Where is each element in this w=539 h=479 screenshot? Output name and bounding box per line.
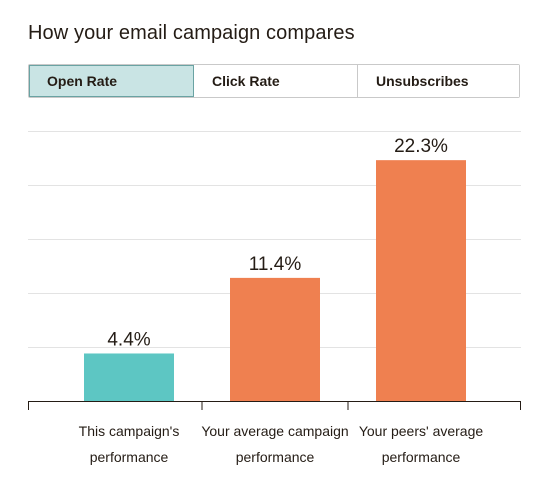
x-tick-label-your-average: Your average campaign performance [201,423,349,465]
x-axis [28,401,521,410]
bar-value-label-1: 11.4% [249,254,302,275]
x-tick-label-peers-average: Your peers' average performance [358,423,484,465]
bar-1[interactable] [230,277,320,401]
chart-title: How your email campaign compares [28,22,355,44]
bar-0[interactable] [84,353,174,401]
bars: 4.4% 11.4% 22.3% [84,136,466,401]
bar-value-label-0: 4.4% [107,329,150,350]
x-tick-label-this-campaign: This campaign's performance [78,423,180,465]
metric-tabs: Open Rate Click Rate Unsubscribes [28,64,520,98]
bar-2[interactable] [376,160,466,401]
tab-unsubscribes[interactable]: Unsubscribes [358,65,519,97]
tab-open-rate[interactable]: Open Rate [29,65,194,97]
bar-value-label-2: 22.3% [394,136,448,157]
tab-click-rate[interactable]: Click Rate [194,65,358,97]
